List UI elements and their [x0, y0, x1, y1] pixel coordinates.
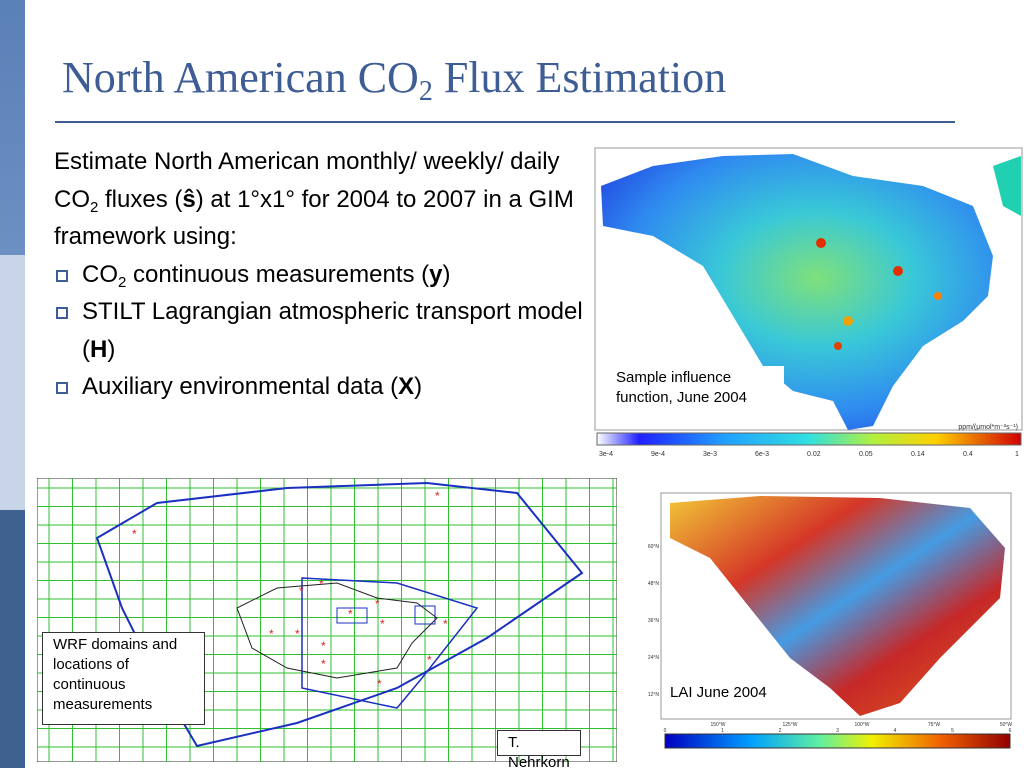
lat-label: 48°N [648, 581, 660, 587]
land [670, 496, 1005, 716]
hotspot [934, 292, 942, 300]
colorbar-label: 0.14 [911, 451, 925, 458]
colorbar-label: 6e-3 [755, 451, 769, 458]
lon-label: 100°W [854, 722, 869, 728]
text-run: ) [442, 260, 451, 288]
colorbar-label: 4 [894, 728, 897, 734]
colorbar [664, 733, 1011, 749]
coastline [236, 582, 438, 679]
side-stripe [0, 510, 25, 768]
intro: Estimate North American monthly/ weekly/… [54, 143, 589, 256]
influence-map: ppm/(μmol*m⁻²s⁻¹) 3e-4 9e-4 3e-3 6e-3 0.02 0.… [594, 147, 1023, 458]
colorbar-label: 2 [779, 728, 782, 734]
svg-text:*: * [375, 597, 380, 611]
caption: Sample influence function, June 2004 [606, 366, 784, 414]
svg-text:*: * [269, 627, 274, 641]
text-run: continuous measurements ( [126, 260, 430, 288]
lat-label: 60°N [648, 544, 660, 550]
nest [336, 607, 368, 624]
side-stripe [0, 0, 25, 255]
text-run: H [90, 335, 108, 363]
svg-text:*: * [380, 617, 385, 631]
lon-label: 125°W [782, 722, 797, 728]
hotspot [893, 266, 903, 276]
colorbar-label: 3 [836, 728, 839, 734]
svg-text:*: * [299, 584, 304, 598]
text-run: Estimate North American monthly/ weekly/… [54, 148, 560, 213]
svg-text:*: * [132, 527, 137, 541]
bullet: CO2 continuous measurements (y) [54, 256, 589, 294]
svg-text:*: * [295, 627, 300, 641]
text-run: Auxiliary environmental data ( [82, 373, 399, 400]
side-stripe [0, 255, 25, 510]
colorbar-labels: 3e-4 9e-4 3e-3 6e-3 0.02 0.05 0.14 0.4 1 [599, 451, 1019, 458]
inner-domain [301, 577, 479, 709]
hotspot [816, 238, 826, 248]
nest [414, 605, 436, 625]
lon-label: 150°W [710, 722, 725, 728]
text-run: Flux Estimation [432, 53, 727, 102]
title-rule [55, 121, 955, 123]
lat-label: 24°N [648, 655, 660, 661]
svg-text:*: * [319, 577, 324, 591]
text-run: 2 [418, 76, 433, 107]
text-run: ) [414, 373, 423, 400]
svg-text:*: * [348, 607, 353, 621]
credit: T. Nehrkorn [497, 730, 581, 771]
colorbar-label: 5 [951, 728, 954, 734]
svg-text:*: * [377, 677, 382, 691]
hotspot [834, 342, 842, 350]
colorbar-label: 0.02 [807, 451, 821, 458]
lon-label: 75°W [928, 722, 941, 728]
hotspot [843, 316, 853, 326]
bullet: STILT Lagrangian atmospheric transport m… [54, 293, 589, 368]
colorbar-label: 0.4 [963, 451, 973, 458]
colorbar-label: 6 [1009, 728, 1012, 734]
text-run: ŝ [182, 185, 196, 213]
colorbar-unit: ppm/(μmol*m⁻²s⁻¹) [958, 424, 1018, 431]
text-run: North American CO [62, 53, 419, 102]
svg-text:*: * [321, 657, 326, 671]
text-run: X [398, 373, 415, 400]
text-run: fluxes ( [98, 185, 183, 213]
bullet: Auxiliary environmental data (X) [54, 368, 589, 406]
colorbar-label: 1 [721, 728, 724, 734]
colorbar-label: 0 [664, 728, 667, 734]
caption: WRF domains and locations of continuous … [42, 632, 205, 725]
svg-text:*: * [321, 639, 326, 653]
text-run: y [429, 260, 443, 288]
colorbar-label: 3e-3 [703, 451, 717, 458]
title: North American CO2 Flux Estimation [62, 52, 727, 106]
colorbar-label: 3e-4 [599, 451, 613, 458]
text-run: ) [107, 335, 116, 363]
svg-text:*: * [427, 653, 432, 667]
body-text: Estimate North American monthly/ weekly/… [54, 143, 589, 406]
lat-label: 36°N [648, 618, 660, 624]
lon-label: 50°W [1000, 722, 1013, 728]
svg-text:*: * [443, 617, 448, 631]
colorbar-label: 1 [1015, 451, 1019, 458]
text-run: 2 [118, 273, 127, 291]
svg-text:*: * [435, 489, 440, 503]
land [993, 156, 1021, 216]
colorbar [596, 432, 1022, 446]
text-run: 2 [90, 198, 99, 216]
caption: LAI June 2004 [668, 683, 769, 702]
colorbar-label: 0.05 [859, 451, 873, 458]
text-run: STILT Lagrangian atmospheric transport m… [82, 298, 583, 363]
colorbar-label: 9e-4 [651, 451, 665, 458]
lat-label: 12°N [648, 692, 660, 698]
text-run: CO [82, 260, 118, 288]
text-run: ) at 1°x1° for 2004 to 2007 in a GIM fra… [54, 185, 574, 251]
land [601, 154, 993, 430]
sites: **** *** * *** * ** [132, 489, 448, 691]
